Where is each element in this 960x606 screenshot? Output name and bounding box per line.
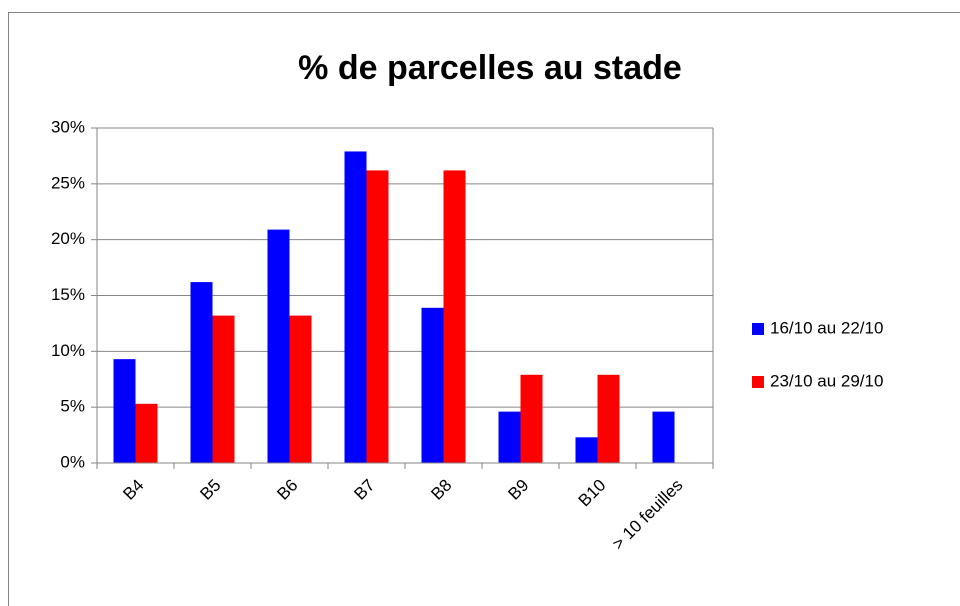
bar [190,282,213,463]
legend-swatch [752,376,764,388]
bar [443,170,466,463]
legend-label: 23/10 au 29/10 [770,371,883,390]
bar [135,403,158,463]
y-tick-label: 0% [60,452,85,471]
bar [289,315,312,463]
bar [520,374,543,463]
legend-swatch [752,323,764,335]
bar [344,151,367,463]
y-tick-label: 30% [51,117,85,136]
bar [652,411,675,463]
bar [212,315,235,463]
y-tick-label: 15% [51,285,85,304]
chart-frame [8,12,960,606]
bar [575,437,598,463]
y-tick-label: 10% [51,341,85,360]
bar [366,170,389,463]
y-tick-label: 25% [51,173,85,192]
chart-title: % de parcelles au stade [298,49,682,87]
bar [421,307,444,463]
bar [597,374,620,463]
bar [113,359,136,463]
bar [267,229,290,463]
bar [498,411,521,463]
y-tick-label: 5% [60,397,85,416]
y-tick-label: 20% [51,229,85,248]
legend-label: 16/10 au 22/10 [770,318,883,337]
